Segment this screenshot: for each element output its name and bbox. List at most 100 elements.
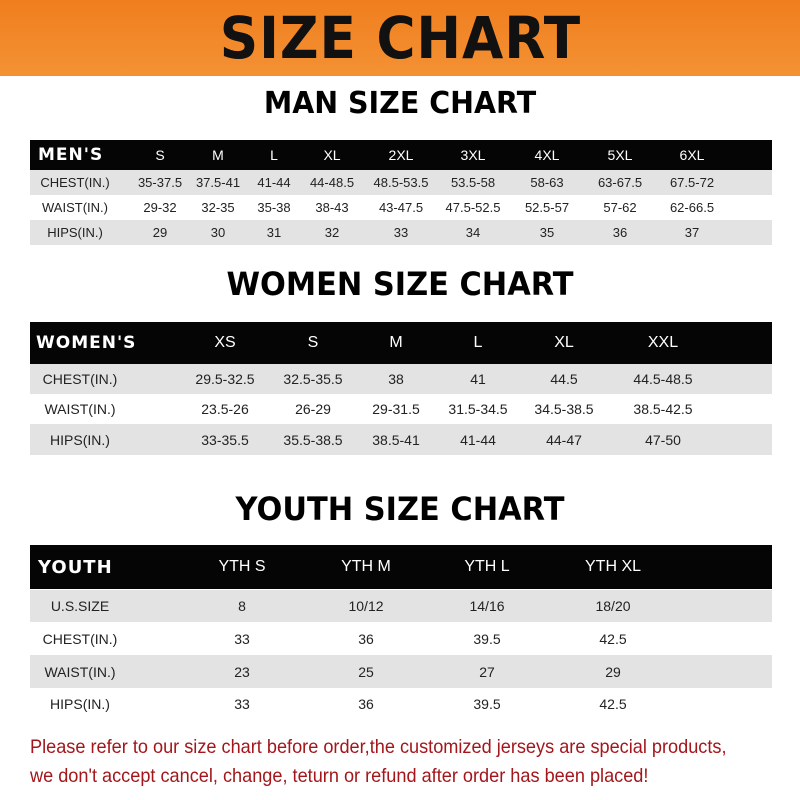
value-cell: 44-48.5 <box>309 175 355 190</box>
size-header-cell: 4XL <box>534 147 560 163</box>
value-cell: 48.5-53.5 <box>373 175 429 190</box>
measure-label-cell: HIPS(IN.) <box>50 431 110 448</box>
value-cell: 35-37.5 <box>137 175 183 190</box>
value-cell: 36 <box>358 630 374 647</box>
value-cell: 35 <box>539 225 555 240</box>
value-cell: 36 <box>358 696 374 712</box>
value-cell: 53.5-58 <box>450 175 496 190</box>
measure-label-cell: WAIST(IN.) <box>44 401 116 417</box>
value-cell: 35.5-38.5 <box>283 431 343 448</box>
table-row: HIPS(IN.) 29 30 31 32 33 34 35 36 37 <box>30 220 772 245</box>
value-cell: 32-35 <box>201 200 235 215</box>
table-row: HIPS(IN.) 33 36 39.5 42.5 <box>30 688 772 720</box>
value-cell: 38.5-42.5 <box>633 401 693 417</box>
table-row: WAIST(IN.) 23.5-26 26-29 29-31.5 31.5-34.5 34… <box>30 394 772 424</box>
size-header-cell: XL <box>554 334 574 351</box>
value-cell: 44.5-48.5 <box>633 371 693 387</box>
value-cell: 43-47.5 <box>378 200 424 215</box>
measure-label-cell: HIPS(IN.) <box>47 225 103 240</box>
table-header-row: MEN'S S M L XL 2XL 3XL 4XL 5XL 6XL <box>30 140 772 170</box>
banner-title: SIZE CHART <box>219 4 581 72</box>
value-cell: 35-38 <box>257 200 291 215</box>
table-row: CHEST(IN.) 35-37.5 37.5-41 41-44 44-48.5 48.5… <box>30 170 772 195</box>
value-cell: 31.5-34.5 <box>448 401 508 417</box>
value-cell: 8 <box>238 598 246 614</box>
men-section-title: MAN SIZE CHART <box>263 86 537 121</box>
size-header-cell: XS <box>214 334 236 351</box>
value-cell: 27 <box>479 663 495 680</box>
table-row: U.S.SIZE 8 10/12 14/16 18/20 <box>30 590 772 622</box>
size-header-cell: M <box>389 334 403 351</box>
value-cell: 33 <box>393 225 409 240</box>
value-cell: 67.5-72 <box>669 175 715 190</box>
table-row: WAIST(IN.) 29-32 32-35 35-38 38-43 43-47.5 47.… <box>30 195 772 220</box>
value-cell: 33-35.5 <box>201 431 249 448</box>
value-cell: 29 <box>152 225 168 240</box>
table-row: CHEST(IN.) 33 36 39.5 42.5 <box>30 622 772 655</box>
size-header-cell: YTH L <box>464 558 510 575</box>
size-header-cell: YTH XL <box>584 558 642 575</box>
value-cell: 41 <box>470 371 486 387</box>
measure-label-cell: WAIST(IN.) <box>42 200 108 215</box>
youth-section-title: YOUTH SIZE CHART <box>235 490 565 528</box>
value-cell: 34 <box>465 225 481 240</box>
size-header-cell: XXL <box>647 334 679 351</box>
value-cell: 37 <box>684 225 700 240</box>
notice-line-2: we don't accept cancel, change, teturn o… <box>30 765 649 787</box>
value-cell: 31 <box>266 225 282 240</box>
value-cell: 42.5 <box>599 696 627 712</box>
measure-label-cell: U.S.SIZE <box>50 598 110 614</box>
size-header-cell: 3XL <box>460 147 486 163</box>
value-cell: 63-67.5 <box>597 175 643 190</box>
value-cell: 37.5-41 <box>195 175 241 190</box>
value-cell: 39.5 <box>473 696 501 712</box>
value-cell: 29.5-32.5 <box>195 371 255 387</box>
measure-label-cell: WAIST(IN.) <box>44 663 116 680</box>
title-banner: SIZE CHART <box>0 0 800 76</box>
size-header-cell: YTH M <box>341 558 391 575</box>
value-cell: 47-50 <box>645 431 681 448</box>
measure-label-cell: CHEST(IN.) <box>42 371 118 387</box>
value-cell: 62-66.5 <box>669 200 715 215</box>
value-cell: 57-62 <box>603 200 637 215</box>
measure-label-cell: HIPS(IN.) <box>50 696 110 712</box>
table-row: CHEST(IN.) 29.5-32.5 32.5-35.5 38 41 44.5 44.5… <box>30 364 772 394</box>
value-cell: 33 <box>234 696 250 712</box>
size-header-cell: 2XL <box>388 147 414 163</box>
size-header-cell: M <box>212 147 224 163</box>
value-cell: 38 <box>388 371 404 387</box>
measure-label-cell: CHEST(IN.) <box>42 630 118 647</box>
size-header-cell: S <box>307 334 319 351</box>
order-notice: Please refer to our size chart before or… <box>30 733 737 791</box>
value-cell: 23.5-26 <box>201 401 249 417</box>
value-cell: 33 <box>234 630 250 647</box>
size-header-cell: S <box>155 147 165 163</box>
value-cell: 39.5 <box>473 630 501 647</box>
table-header-row: WOMEN'S XS S M L XL XXL <box>30 322 772 364</box>
value-cell: 32.5-35.5 <box>283 371 343 387</box>
table-title-cell: MEN'S <box>38 145 104 165</box>
value-cell: 10/12 <box>348 598 384 614</box>
value-cell: 23 <box>234 663 250 680</box>
table-header-row: YOUTH YTH S YTH M YTH L YTH XL <box>30 545 772 589</box>
measure-label-cell: CHEST(IN.) <box>40 175 110 190</box>
value-cell: 38-43 <box>315 200 349 215</box>
value-cell: 36 <box>612 225 628 240</box>
value-cell: 18/20 <box>595 598 631 614</box>
value-cell: 14/16 <box>469 598 505 614</box>
value-cell: 29-32 <box>143 200 177 215</box>
value-cell: 44-47 <box>546 431 582 448</box>
value-cell: 41-44 <box>257 175 291 190</box>
value-cell: 25 <box>358 663 374 680</box>
table-title-cell: WOMEN'S <box>36 333 137 353</box>
size-header-cell: 5XL <box>607 147 633 163</box>
value-cell: 29-31.5 <box>372 401 420 417</box>
size-header-cell: L <box>270 147 278 163</box>
value-cell: 30 <box>210 225 226 240</box>
women-section-title: WOMEN SIZE CHART <box>226 265 574 303</box>
value-cell: 29 <box>605 663 621 680</box>
value-cell: 26-29 <box>295 401 331 417</box>
table-row: WAIST(IN.) 23 25 27 29 <box>30 655 772 688</box>
notice-line-1: Please refer to our size chart before or… <box>30 736 727 758</box>
size-header-cell: YTH S <box>218 558 266 575</box>
